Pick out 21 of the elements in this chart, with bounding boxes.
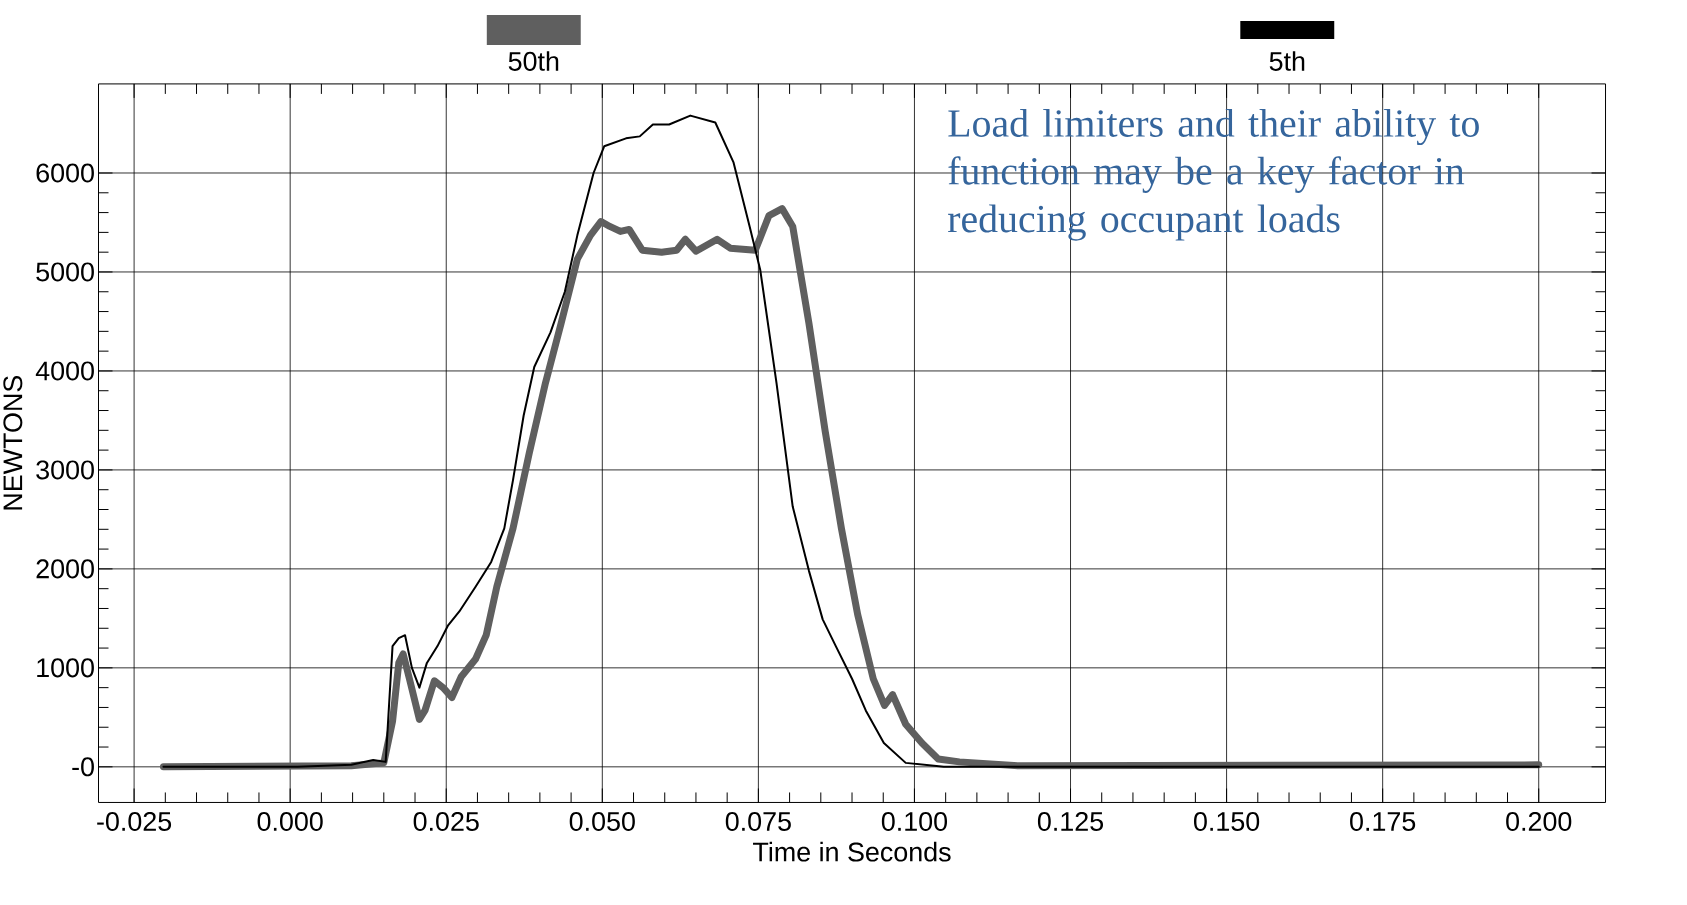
y-tick-label: -0: [72, 757, 94, 777]
y-tick-label: 3000: [36, 460, 94, 480]
y-tick-label: 2000: [36, 559, 94, 579]
y-tick-label: 6000: [36, 163, 94, 183]
y-tick-label: 4000: [35, 361, 94, 381]
x-tick-label: 0.050: [569, 811, 635, 831]
x-tick-label: 0.025: [413, 811, 479, 831]
x-tick-label: 0.100: [881, 811, 948, 831]
x-tick-label: 0.200: [1506, 811, 1572, 831]
x-tick-label: 0.075: [725, 811, 791, 831]
x-tick-label: 0.150: [1194, 811, 1260, 831]
x-tick-label: 0.000: [257, 811, 323, 831]
y-axis-title: NEWTONS: [3, 375, 23, 510]
y-tick-label: 1000: [37, 658, 94, 678]
legend-label: 5th: [1269, 50, 1305, 71]
y-tick-label: 5000: [36, 262, 94, 282]
x-axis-title: Time in Seconds: [753, 841, 951, 862]
x-tick-label: 0.125: [1037, 811, 1104, 831]
legend-label: 50th: [508, 50, 559, 71]
x-tick-label: -0.025: [97, 811, 172, 831]
x-tick-label: 0.175: [1350, 811, 1416, 831]
